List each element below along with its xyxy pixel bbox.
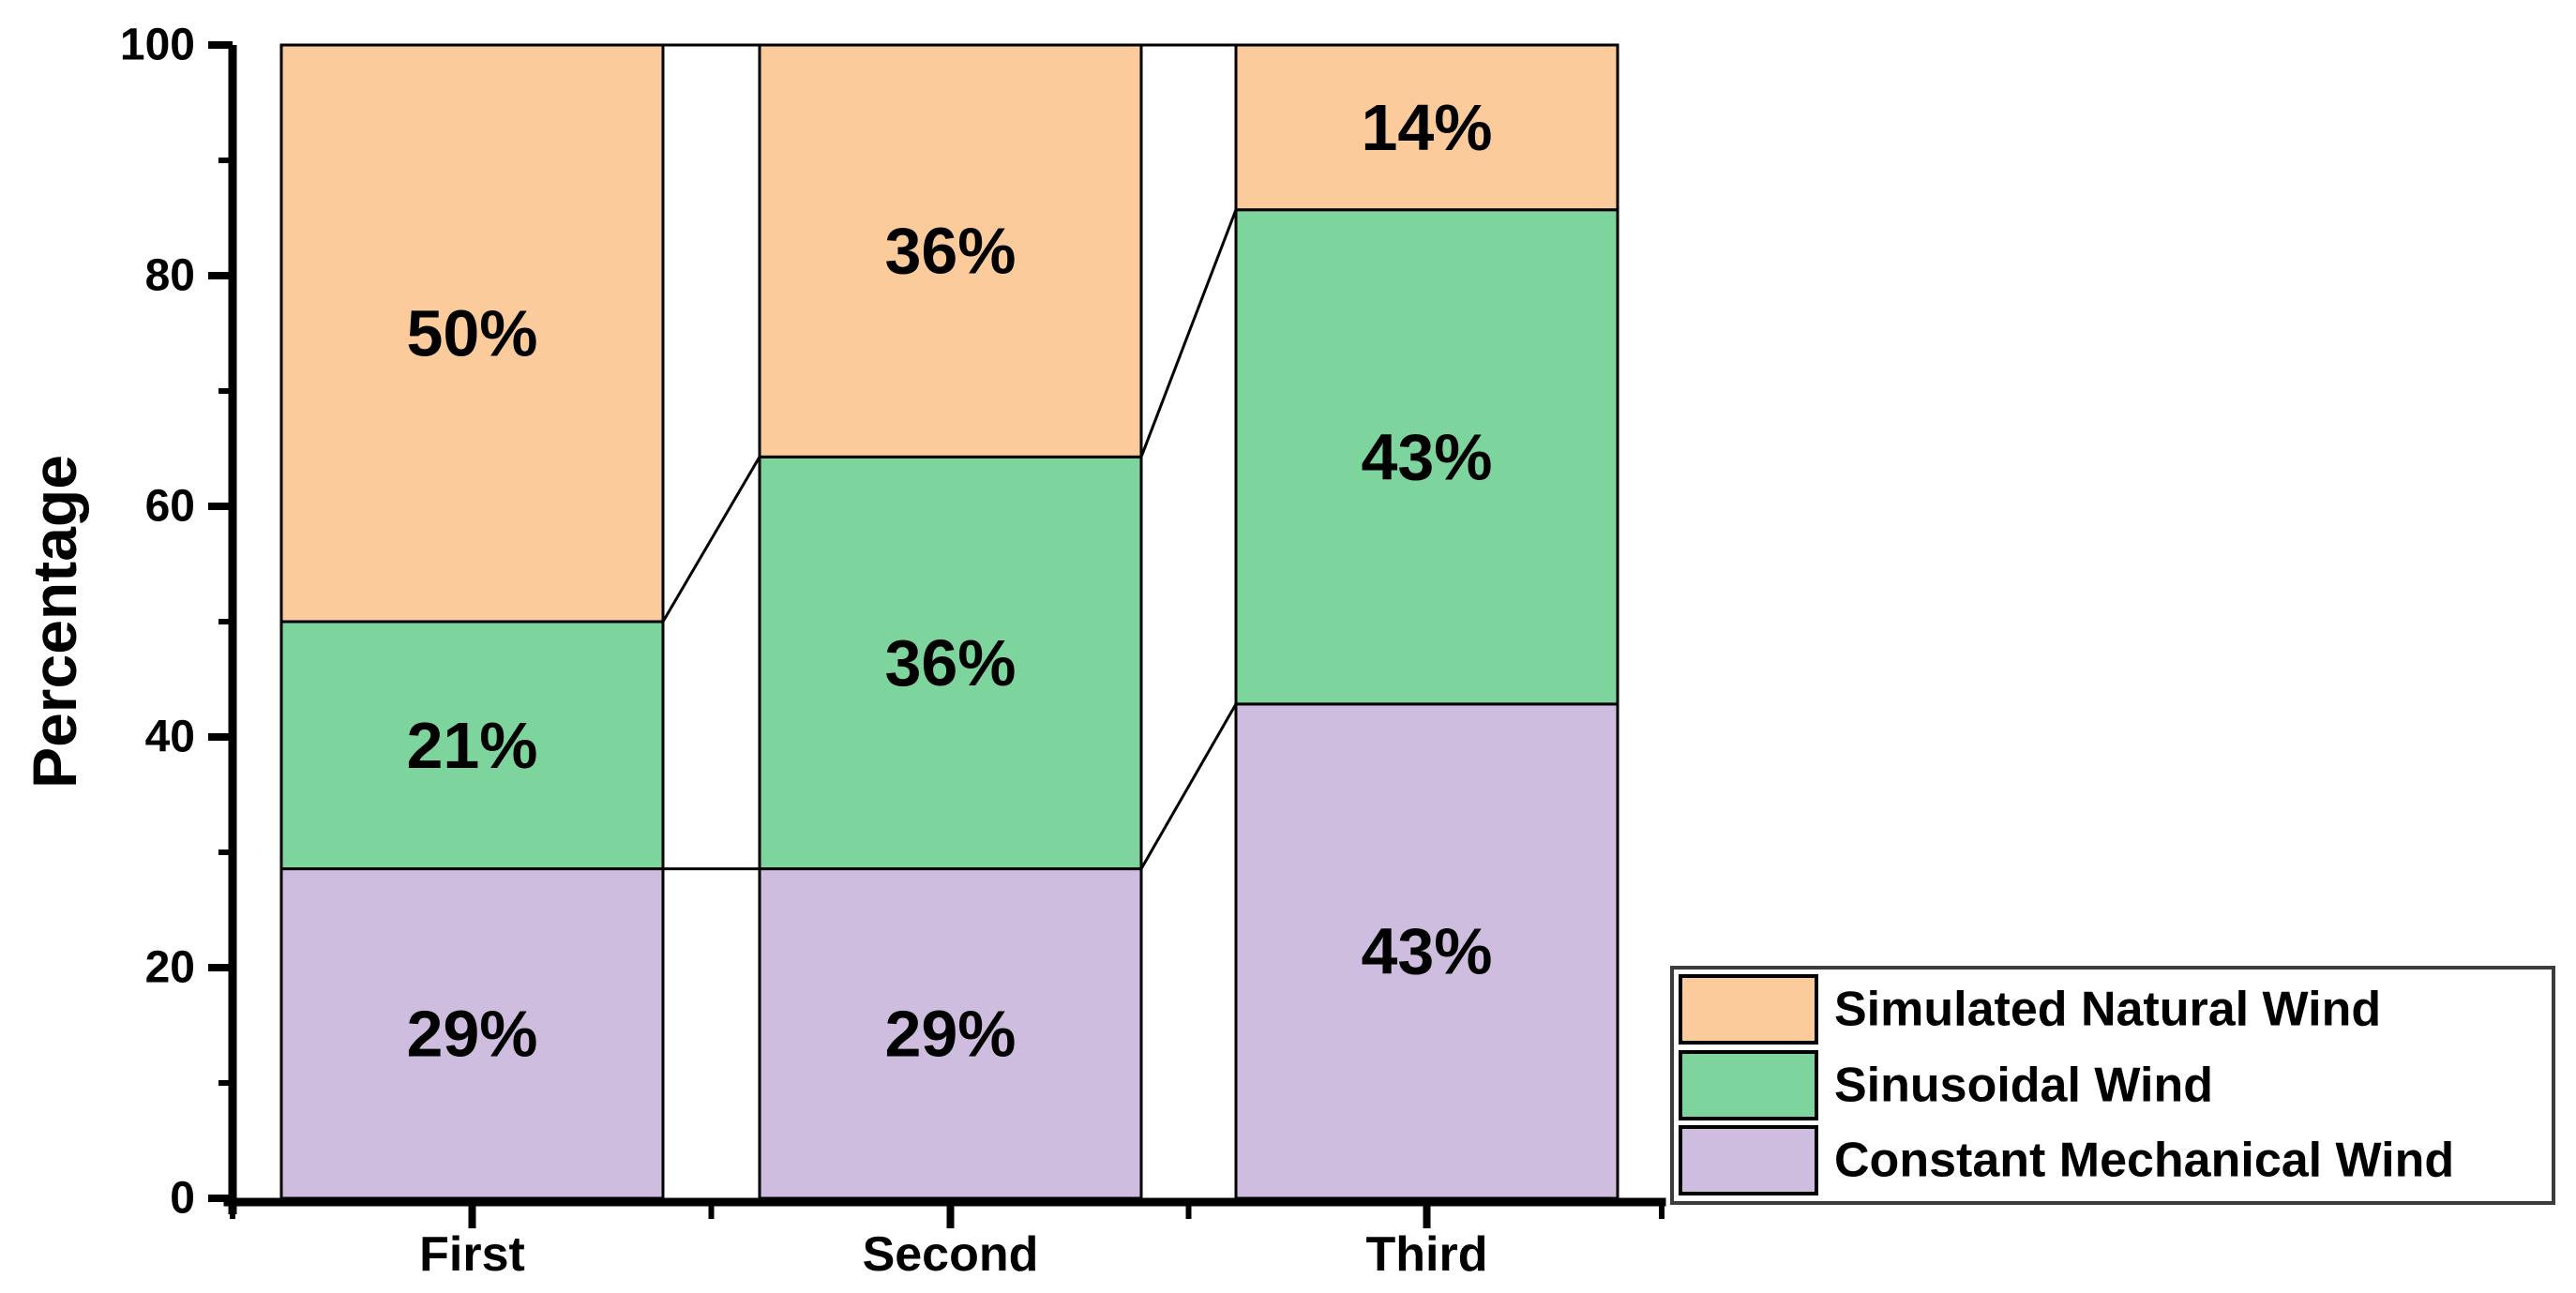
segment-value-label-third-sinusoidal-wind: 43% bbox=[1361, 420, 1492, 493]
y-tick-label-40: 40 bbox=[145, 713, 195, 762]
legend: Simulated Natural Wind Sinusoidal Wind Con… bbox=[1670, 966, 2555, 1205]
x-tick-label-third: Third bbox=[1366, 1227, 1488, 1282]
segment-value-label-second-sinusoidal-wind: 36% bbox=[884, 626, 1016, 699]
y-axis-title: Percentage bbox=[20, 455, 89, 789]
segment-value-label-first-sinusoidal-wind: 21% bbox=[406, 709, 537, 782]
legend-swatch-sinusoidal-wind bbox=[1679, 1050, 1818, 1120]
legend-box bbox=[1670, 966, 2555, 1205]
segment-value-label-third-constant-mechanical-wind: 43% bbox=[1361, 914, 1492, 987]
y-tick-label-100: 100 bbox=[120, 21, 195, 70]
legend-swatch-simulated-natural-wind bbox=[1679, 974, 1818, 1045]
segment-value-label-first-simulated-natural-wind: 50% bbox=[406, 297, 537, 370]
connector-lines-layer bbox=[661, 43, 1238, 871]
connector-line bbox=[661, 456, 761, 623]
y-tick-label-20: 20 bbox=[145, 943, 195, 993]
connector-line bbox=[1139, 209, 1238, 458]
bar-segment-second-constant-mechanical-wind bbox=[758, 867, 1143, 1200]
bar-segment-second-sinusoidal-wind bbox=[758, 455, 1143, 871]
connector-line bbox=[1139, 703, 1238, 870]
segment-value-label-second-simulated-natural-wind: 36% bbox=[884, 215, 1016, 288]
segment-value-label-third-simulated-natural-wind: 14% bbox=[1361, 91, 1492, 164]
segment-value-label-second-constant-mechanical-wind: 29% bbox=[884, 997, 1016, 1070]
legend-label-sinusoidal-wind: Sinusoidal Wind bbox=[1834, 1059, 2213, 1113]
x-tick-label-second: Second bbox=[863, 1227, 1039, 1282]
bar-segment-first-constant-mechanical-wind bbox=[279, 867, 665, 1200]
bar-segment-first-simulated-natural-wind bbox=[279, 43, 665, 624]
legend-label-simulated-natural-wind: Simulated Natural Wind bbox=[1834, 983, 2381, 1037]
bar-segment-second-simulated-natural-wind bbox=[758, 43, 1143, 459]
y-tick-label-80: 80 bbox=[145, 251, 195, 301]
legend-label-constant-mechanical-wind: Constant Mechanical Wind bbox=[1834, 1134, 2454, 1188]
axes-layer bbox=[208, 41, 1666, 1228]
bar-segment-third-sinusoidal-wind bbox=[1234, 208, 1619, 706]
x-tick-label-first: First bbox=[419, 1227, 525, 1282]
bar-segment-third-simulated-natural-wind bbox=[1234, 43, 1619, 212]
legend-swatch-constant-mechanical-wind bbox=[1679, 1125, 1818, 1195]
y-tick-label-0: 0 bbox=[170, 1174, 195, 1224]
segment-value-label-first-constant-mechanical-wind: 29% bbox=[406, 997, 537, 1070]
bars-layer: 29% 21% 50% 29% 36% 36% 43% 43% 14% bbox=[279, 43, 1619, 1200]
bar-segment-first-sinusoidal-wind bbox=[279, 620, 665, 871]
y-tick-label-60: 60 bbox=[145, 482, 195, 532]
bar-segment-third-constant-mechanical-wind bbox=[1234, 702, 1619, 1200]
axis-labels-layer: 0 20 40 60 80 100 First Second Third bbox=[120, 21, 1488, 1283]
